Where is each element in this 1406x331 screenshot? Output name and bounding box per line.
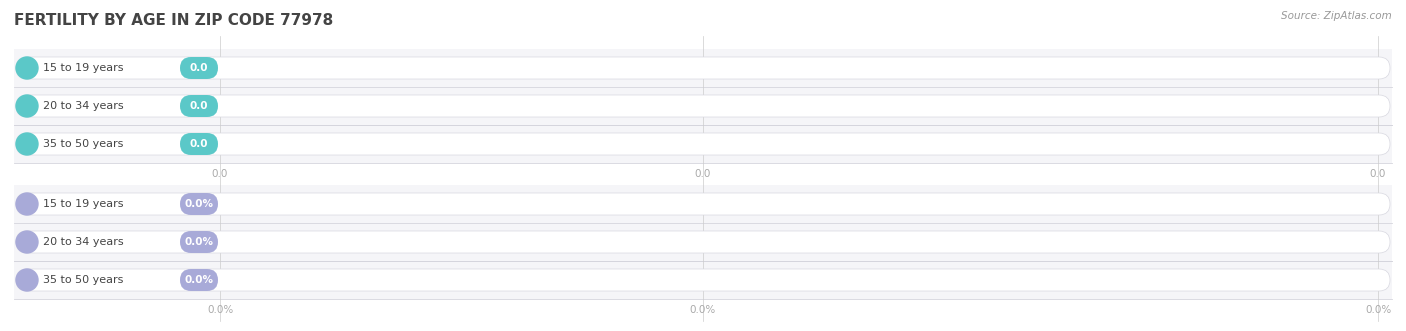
Text: 0.0%: 0.0% bbox=[1365, 305, 1391, 315]
FancyBboxPatch shape bbox=[180, 133, 218, 155]
Circle shape bbox=[15, 193, 38, 215]
FancyBboxPatch shape bbox=[180, 231, 218, 253]
Text: 0.0: 0.0 bbox=[190, 101, 208, 111]
Text: 0.0%: 0.0% bbox=[184, 199, 214, 209]
Bar bbox=[14, 125, 1392, 163]
Circle shape bbox=[15, 95, 38, 117]
Text: 0.0%: 0.0% bbox=[207, 305, 233, 315]
Text: 35 to 50 years: 35 to 50 years bbox=[44, 139, 124, 149]
Text: 35 to 50 years: 35 to 50 years bbox=[44, 275, 124, 285]
Text: 20 to 34 years: 20 to 34 years bbox=[44, 101, 124, 111]
Text: Source: ZipAtlas.com: Source: ZipAtlas.com bbox=[1281, 11, 1392, 21]
FancyBboxPatch shape bbox=[15, 57, 1391, 79]
Text: 0.0: 0.0 bbox=[212, 169, 228, 179]
FancyBboxPatch shape bbox=[180, 95, 218, 117]
Text: 0.0: 0.0 bbox=[1369, 169, 1386, 179]
Text: 15 to 19 years: 15 to 19 years bbox=[44, 63, 124, 73]
Bar bbox=[14, 261, 1392, 299]
Text: 0.0: 0.0 bbox=[190, 139, 208, 149]
FancyBboxPatch shape bbox=[180, 193, 218, 215]
FancyBboxPatch shape bbox=[15, 95, 1391, 117]
FancyBboxPatch shape bbox=[15, 193, 1391, 215]
FancyBboxPatch shape bbox=[15, 269, 1391, 291]
Circle shape bbox=[15, 231, 38, 253]
Text: 0.0%: 0.0% bbox=[690, 305, 716, 315]
Bar bbox=[14, 49, 1392, 87]
Circle shape bbox=[15, 269, 38, 291]
Text: 15 to 19 years: 15 to 19 years bbox=[44, 199, 124, 209]
FancyBboxPatch shape bbox=[15, 133, 1391, 155]
FancyBboxPatch shape bbox=[180, 57, 218, 79]
Bar bbox=[14, 87, 1392, 125]
Text: 20 to 34 years: 20 to 34 years bbox=[44, 237, 124, 247]
Bar bbox=[14, 185, 1392, 223]
FancyBboxPatch shape bbox=[180, 269, 218, 291]
Text: 0.0%: 0.0% bbox=[184, 237, 214, 247]
Circle shape bbox=[15, 57, 38, 79]
FancyBboxPatch shape bbox=[15, 231, 1391, 253]
Circle shape bbox=[15, 133, 38, 155]
Text: 0.0: 0.0 bbox=[190, 63, 208, 73]
Text: 0.0: 0.0 bbox=[695, 169, 711, 179]
Bar bbox=[14, 223, 1392, 261]
Text: 0.0%: 0.0% bbox=[184, 275, 214, 285]
Text: FERTILITY BY AGE IN ZIP CODE 77978: FERTILITY BY AGE IN ZIP CODE 77978 bbox=[14, 13, 333, 28]
